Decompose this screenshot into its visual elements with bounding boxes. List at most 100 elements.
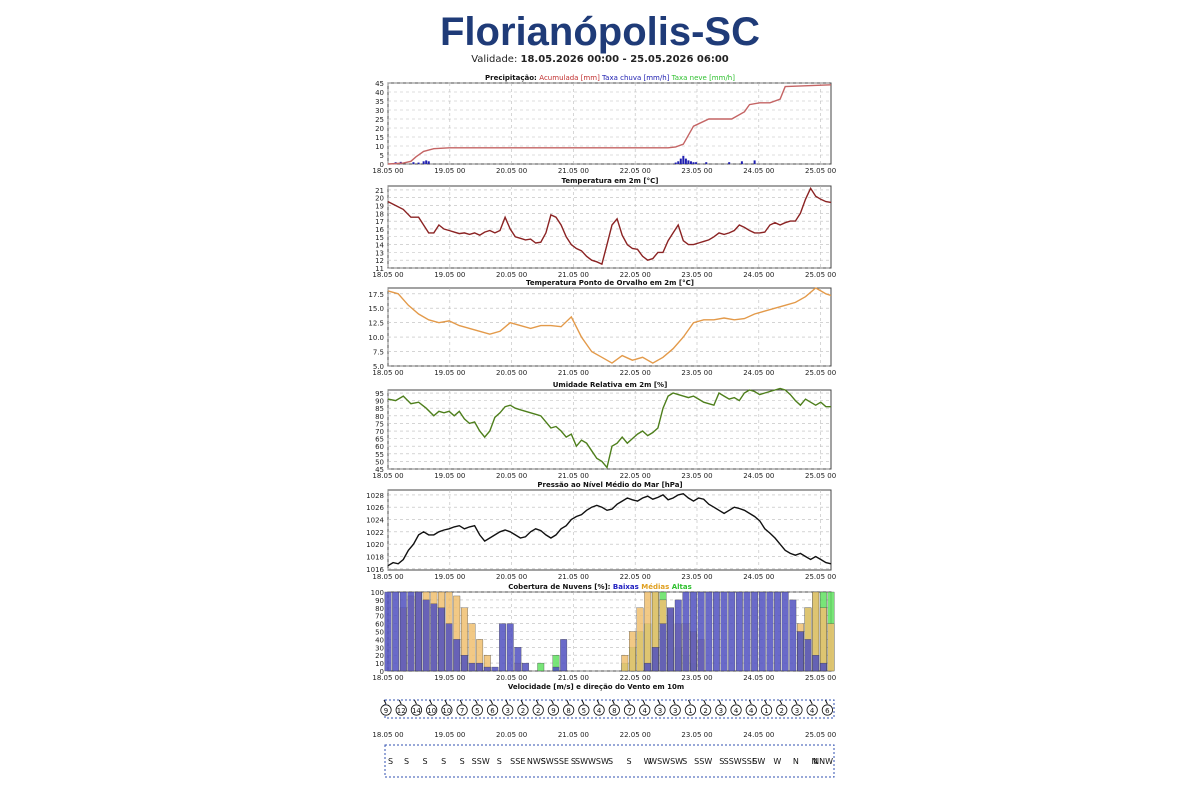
cloud-bar-baixas — [422, 599, 430, 672]
rain-rate-bar — [674, 162, 677, 164]
wind-direction-label: N — [811, 757, 817, 766]
wind-speed-circle — [441, 704, 453, 716]
rain-rate-bar — [692, 162, 695, 164]
x-tick-label: 23.05 00 — [681, 674, 712, 682]
x-tick-label: 24.05 00 — [743, 472, 774, 480]
x-tick-label: 21.05 00 — [558, 674, 589, 682]
validity-line: Validade: 18.05.2026 00:00 - 25.05.2026 … — [0, 54, 1200, 65]
cloud-bar-baixas — [438, 607, 445, 672]
wind-speed-circle — [426, 704, 438, 716]
wind-direction-label: NNW — [813, 757, 833, 766]
wind-direction-label: SWWSW — [575, 757, 609, 766]
wind-speed-circle — [456, 704, 468, 716]
wind-direction-label: S — [627, 757, 632, 766]
rain-rate-bar — [753, 160, 756, 164]
wind-speed-circle — [821, 704, 833, 716]
cloud-bar-baixas — [522, 662, 529, 672]
wind-direction-arrow — [672, 699, 676, 705]
wind-speed-circle — [639, 704, 651, 716]
wind-speed-label: 4 — [734, 707, 739, 715]
x-tick-label: 19.05 00 — [434, 674, 465, 682]
wind-direction-label: NWS — [527, 757, 546, 766]
chart-title-prefix: Cobertura de Nuvens [%]: — [508, 583, 613, 591]
x-tick-label: 19.05 00 — [434, 472, 465, 480]
wind-speed-label: 3 — [506, 707, 510, 715]
wind-direction-label: S — [460, 757, 465, 766]
y-tick-label: 40 — [375, 636, 384, 644]
wind-speed-label: 2 — [703, 707, 707, 715]
wind-speed-label: 5 — [475, 707, 479, 715]
cloud-bar-baixas — [690, 591, 697, 672]
cloud-bar-baixas — [651, 647, 659, 672]
cloud-bar-médias — [636, 607, 644, 672]
x-tick-label: 22.05 00 — [620, 369, 651, 377]
legend-entry: Taxa neve [mm/h] — [671, 74, 736, 82]
chart-title: Velocidade [m/s] e direção do Vento em 1… — [508, 683, 684, 691]
wind-direction-arrow — [779, 699, 783, 705]
validity-value: 18.05.2026 00:00 - 25.05.2026 06:00 — [520, 54, 729, 65]
x-tick-label: 24.05 00 — [743, 731, 774, 739]
wind-direction-label: SSE — [510, 757, 525, 766]
cloud-bar-baixas — [751, 591, 759, 672]
x-tick-label: 22.05 00 — [620, 674, 651, 682]
x-tick-label: 18.05 00 — [372, 472, 403, 480]
panel-frame — [387, 489, 832, 571]
chart-title: Umidade Relativa em 2m [%] — [553, 381, 668, 389]
x-tick-label: 25.05 00 — [805, 674, 836, 682]
wind-direction-label: S — [423, 757, 428, 766]
y-tick-label: 65 — [375, 436, 384, 444]
y-tick-label: 14 — [375, 242, 384, 250]
wind-speed-label: 5 — [582, 707, 586, 715]
x-tick-label: 23.05 00 — [681, 472, 712, 480]
x-tick-label: 19.05 00 — [434, 369, 465, 377]
wind-direction-label: W — [644, 757, 652, 766]
cloud-bar-baixas — [758, 591, 766, 672]
wind-direction-label: SSW — [472, 757, 490, 766]
y-tick-label: 11 — [375, 265, 384, 273]
rain-rate-bar — [425, 160, 428, 164]
wind-direction-label: S — [497, 757, 502, 766]
x-tick-label: 21.05 00 — [558, 271, 589, 279]
wind-direction-arrow — [687, 699, 691, 705]
x-tick-label: 20.05 00 — [496, 731, 527, 739]
wind-direction-arrow — [505, 699, 509, 705]
cloud-bar-baixas — [735, 591, 743, 672]
x-tick-label: 24.05 00 — [743, 167, 774, 175]
y-tick-label: 55 — [375, 451, 384, 459]
rain-rate-bar — [417, 162, 420, 164]
rain-rate-bar — [689, 161, 692, 164]
cloud-bar-baixas — [399, 591, 407, 672]
y-tick-label: 17 — [375, 218, 384, 226]
wind-direction-arrow — [824, 699, 828, 705]
y-tick-label: 70 — [375, 428, 384, 436]
panel-frame — [387, 185, 832, 269]
y-tick-label: 1026 — [366, 504, 384, 512]
y-tick-label: 95 — [375, 390, 384, 398]
x-tick-label: 22.05 00 — [620, 472, 651, 480]
y-tick-label: 1018 — [366, 553, 384, 561]
wind-speed-label: 6 — [825, 707, 830, 715]
x-tick-label: 24.05 00 — [743, 573, 774, 581]
chart-title: Cobertura de Nuvens [%]: Baixas Médias A… — [508, 583, 692, 591]
wind-direction-arrow — [642, 699, 646, 705]
wind-speed-label: 10 — [427, 707, 436, 715]
chart-title: Temperatura em 2m [°C] — [562, 177, 659, 185]
cloud-bar-baixas — [445, 623, 453, 672]
wind-direction-label: SSWSSE — [724, 757, 757, 766]
cloud-bar-baixas — [713, 591, 720, 672]
wind-speed-circle — [410, 704, 423, 716]
wind-direction-arrow — [627, 699, 630, 705]
wind-direction-arrow — [398, 699, 402, 705]
cloud-bar-baixas — [819, 662, 827, 672]
cloud-bar-baixas — [552, 666, 560, 672]
wind-direction-arrow — [794, 699, 798, 705]
wind-speed-circle — [471, 704, 483, 716]
cloud-bar-baixas — [766, 591, 774, 672]
panel-2: 5.0 7.5 10.0 12.5 15.0 17.5 18.05 00 19.05 00 20… — [368, 279, 836, 377]
wind-direction-label: S — [571, 757, 576, 766]
x-tick-label: 25.05 00 — [805, 271, 836, 279]
x-tick-label: 21.05 00 — [558, 731, 589, 739]
y-tick-label: 18 — [375, 210, 384, 218]
